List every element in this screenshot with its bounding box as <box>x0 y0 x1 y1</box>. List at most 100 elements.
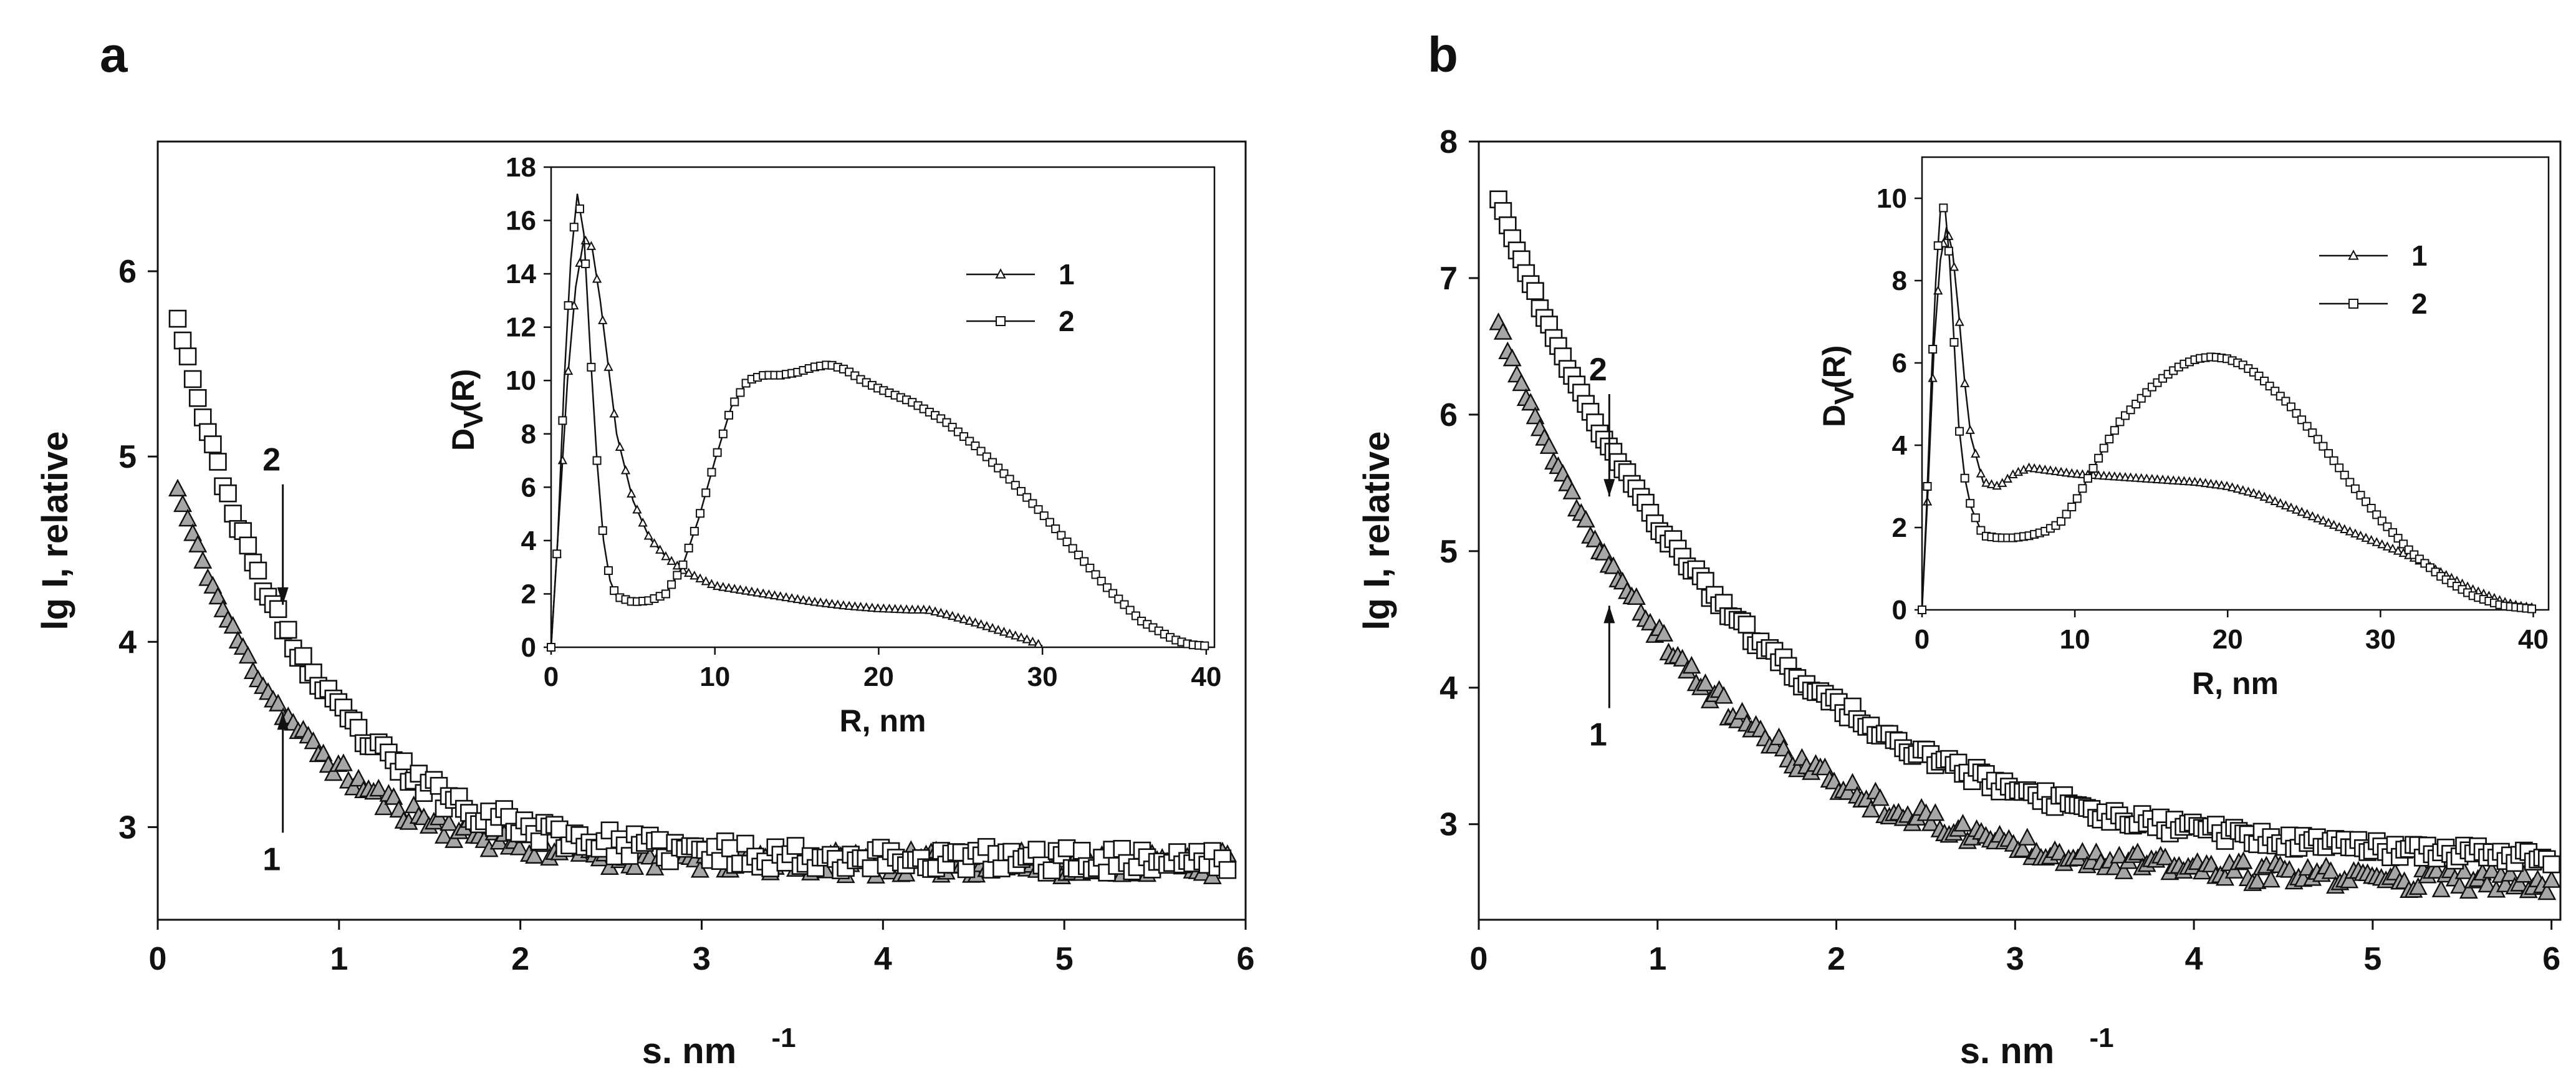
series-1-point <box>188 534 208 552</box>
series-1-point <box>690 860 709 878</box>
inset-x-tick-label: 40 <box>1191 662 1221 692</box>
y-tick-label: 5 <box>1439 534 1458 570</box>
inset-series-2-point <box>2286 402 2295 412</box>
series-1-point <box>2501 864 2520 882</box>
x-axis-title-exponent: -1 <box>2090 1023 2114 1053</box>
series-1-point <box>1843 773 1862 791</box>
inset-series-2-point <box>1039 511 1049 521</box>
inset-series-1-point <box>2259 491 2269 501</box>
inset-x-tick-label: 0 <box>1915 624 1930 655</box>
inset-y-tick-label: 14 <box>506 259 536 289</box>
series-1-point <box>2408 877 2428 895</box>
inset-series-1-point <box>695 573 705 582</box>
inset-series-2-point <box>564 301 573 310</box>
inset-series-1-point <box>844 600 854 610</box>
inset-series-1-point <box>724 582 734 592</box>
inset-series-1-point <box>598 315 608 324</box>
inset-series-1-point <box>2099 470 2109 480</box>
series-1-point <box>2340 871 2359 889</box>
inset-series-1-point <box>2388 543 2398 553</box>
inset-series-2-point <box>2329 456 2338 465</box>
inset-series-1-point <box>988 623 997 632</box>
series-2-point <box>224 504 242 523</box>
inset-series-2-point <box>2094 453 2103 463</box>
inset-series-1-point <box>1954 317 1964 326</box>
series-2-point <box>294 647 312 665</box>
series-2-point <box>992 859 1011 877</box>
inset-series-2-point <box>1918 605 1926 614</box>
inset-series-1-point <box>2254 490 2264 499</box>
inset-series-1-point <box>2350 528 2360 538</box>
inset-series-2-point <box>667 580 676 589</box>
inset-series-1-point <box>1933 285 1943 295</box>
x-tick-label: 3 <box>2006 941 2024 977</box>
series-2-point <box>395 752 413 771</box>
series-2-point <box>651 831 669 849</box>
inset-series-1-point <box>2189 476 2200 486</box>
series-1-point <box>1655 624 1674 642</box>
inset-series-1-point <box>2067 468 2077 478</box>
inset-series-2-point <box>1933 241 1943 250</box>
series-1-point <box>344 778 363 796</box>
series-2-point <box>269 600 287 619</box>
inset-series-1-point <box>2334 522 2344 531</box>
inset-series-1-point <box>764 589 774 599</box>
series-1-point <box>2017 827 2037 846</box>
inset-series-2-point <box>547 643 555 652</box>
inset-y-axis-title-subscript: V <box>458 410 489 428</box>
inset-series-1-point <box>1004 628 1015 638</box>
series-1-point <box>369 778 388 797</box>
inset-series-1-point <box>2024 462 2034 472</box>
inset-series-1-point <box>907 604 917 614</box>
inset-series-1-point <box>873 603 883 612</box>
inset-series-1-point <box>2297 506 2307 516</box>
inset-series-1-point <box>2179 476 2189 485</box>
series-1-point <box>1921 813 1940 831</box>
series-1-point <box>2459 880 2478 899</box>
inset-series-1-point <box>2110 471 2120 481</box>
inset-series-1-point <box>2286 502 2296 512</box>
inset-y-tick-label: 0 <box>1892 595 1907 625</box>
legend-marker <box>996 316 1006 326</box>
inset-series-2-point <box>1045 518 1054 527</box>
y-tick-label: 5 <box>118 439 137 475</box>
inset-series-1-point <box>1027 636 1038 646</box>
inset-series-1-point <box>2136 473 2146 483</box>
series-2-point <box>1218 861 1237 879</box>
inset-series-2-point <box>587 362 596 372</box>
inset-series-1-point <box>747 586 757 596</box>
inset-series-2-point <box>2110 426 2119 435</box>
series-1-point <box>2537 882 2557 900</box>
series-2-point <box>279 620 297 639</box>
inset-series-1-point <box>2345 526 2355 536</box>
series-2-point <box>209 453 227 471</box>
inset-series-2-point <box>713 448 722 457</box>
inset-series-2-markers <box>1918 203 2537 614</box>
inset-series-1-point <box>2232 483 2242 493</box>
inset-series-1-point <box>2361 533 2371 542</box>
inset-series-1-point <box>890 604 900 613</box>
series-2-point <box>500 808 519 826</box>
inset-series-1-point <box>2313 513 2323 523</box>
inset-series-2-point <box>696 509 705 518</box>
inset-series-1-point <box>2056 466 2066 476</box>
inset-series-2-point <box>2372 510 2381 519</box>
x-tick-label: 2 <box>511 941 529 977</box>
inset-series-1-point <box>1965 425 1975 434</box>
inset-series-1-point <box>919 604 929 614</box>
inset-series-1-point <box>804 596 814 605</box>
inset-series-1-point <box>1011 630 1021 640</box>
inset-series-2-point <box>575 204 584 213</box>
series-1-point <box>2261 869 2280 888</box>
inset-series-1-point <box>2211 479 2221 489</box>
series-1-point <box>2321 861 2340 879</box>
inset-series-1-point <box>821 598 832 607</box>
inset-series-2-point <box>1080 557 1089 566</box>
inset-series-2-point <box>2356 491 2365 500</box>
inset-series-1-point <box>1971 448 1981 458</box>
series-1-point <box>2514 865 2534 883</box>
series-2-point <box>786 837 805 855</box>
inset-series-1-point <box>2302 509 2312 518</box>
x-tick-label: 0 <box>1470 941 1488 977</box>
inset-series-2-point <box>2072 494 2082 503</box>
